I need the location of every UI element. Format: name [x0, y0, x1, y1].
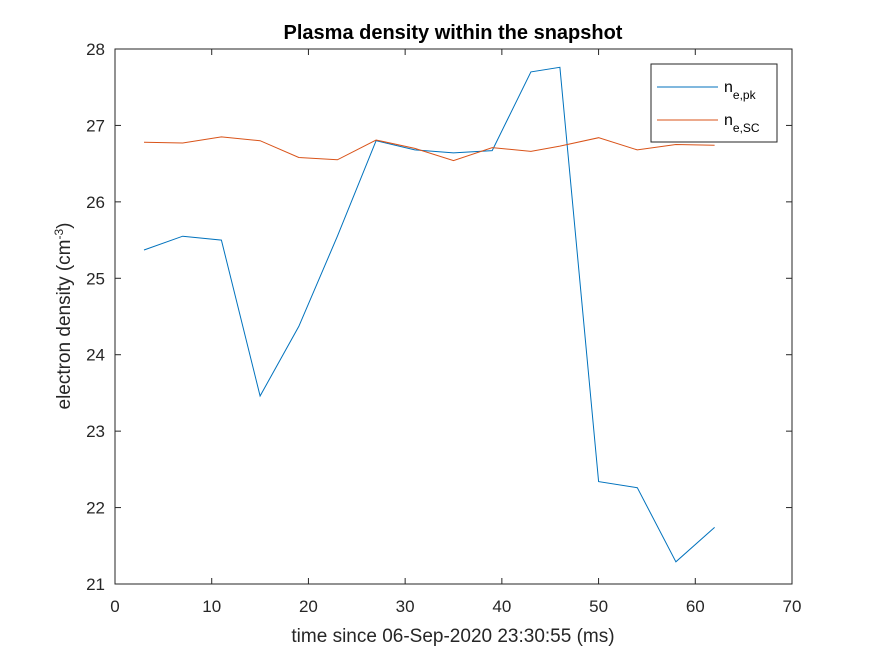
y-axis-label-sup: -3 — [52, 228, 66, 239]
y-tick-label: 24 — [86, 346, 105, 365]
y-tick-label: 28 — [86, 40, 105, 59]
legend-entry-ne-sc: ne,SC — [724, 112, 760, 135]
y-axis-label-main: electron density (cm — [54, 239, 75, 409]
legend-box — [650, 63, 778, 143]
x-tick-label: 0 — [110, 597, 119, 616]
y-tick-label: 26 — [86, 193, 105, 212]
series-line-n-e-sc — [143, 136, 715, 162]
y-tick-label: 27 — [86, 116, 105, 135]
legend-entry-ne-sc-sub: e,SC — [733, 121, 760, 135]
y-tick-label: 23 — [86, 422, 105, 441]
x-tick-label: 10 — [202, 597, 221, 616]
y-tick-label: 25 — [86, 269, 105, 288]
x-tick-label: 30 — [396, 597, 415, 616]
legend-entry-ne-sc-main: n — [724, 112, 733, 129]
y-axis-label: electron density (cm-3) — [52, 222, 75, 409]
x-tick-label: 50 — [589, 597, 608, 616]
x-axis-label: time since 06-Sep-2020 23:30:55 (ms) — [291, 626, 614, 647]
x-tick-label: 40 — [492, 597, 511, 616]
x-tick-label: 60 — [686, 597, 705, 616]
ticks-layer: 0 10 20 30 40 50 60 70 21 22 23 24 25 26 27 28 — [86, 40, 801, 616]
x-tick-label: 20 — [299, 597, 318, 616]
legend-entry-ne-pk: ne,pk — [724, 79, 757, 102]
legend-entry-ne-pk-sub: e,pk — [733, 88, 757, 102]
y-tick-label: 22 — [86, 499, 105, 518]
y-axis-label-end: ) — [54, 222, 75, 228]
legend-entry-ne-pk-main: n — [724, 79, 733, 96]
series-layer — [143, 66, 715, 563]
legend: ne,pk ne,SC — [650, 63, 778, 143]
chart-title: Plasma density within the snapshot — [284, 22, 623, 44]
y-tick-label: 21 — [86, 575, 105, 594]
x-tick-label: 70 — [783, 597, 802, 616]
series-line-n-e-pk — [143, 66, 715, 563]
